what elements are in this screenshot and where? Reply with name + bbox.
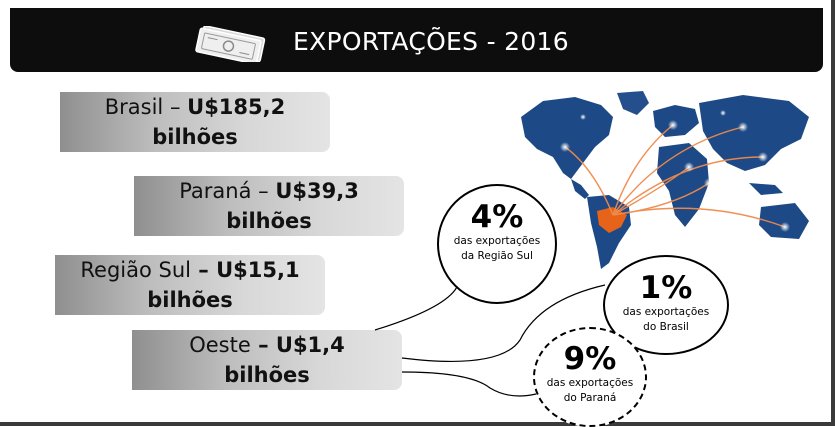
stat-unit: bilhões bbox=[147, 288, 233, 312]
stat-unit: bilhões bbox=[152, 125, 238, 149]
callout-line: das exportações bbox=[453, 235, 541, 247]
stat-region: Brasil bbox=[104, 95, 164, 119]
stat-separator: – bbox=[250, 333, 276, 357]
stat-separator: – bbox=[191, 258, 217, 282]
page-title: EXPORTAÇÕES - 2016 bbox=[293, 27, 569, 56]
callout-line: do Brasil bbox=[643, 321, 689, 333]
callout-percent: 9% bbox=[563, 341, 617, 377]
stat-region: Paraná bbox=[179, 179, 252, 203]
stat-parana: Paraná – U$39,3 bilhões bbox=[134, 176, 404, 236]
stat-unit: bilhões bbox=[226, 209, 312, 233]
callout-line: da Região Sul bbox=[461, 250, 533, 262]
stat-unit: bilhões bbox=[224, 363, 310, 387]
callout-parana: 9% das exportações do Paraná bbox=[533, 327, 647, 427]
callout-regiao-sul: 4% das exportações da Região Sul bbox=[437, 184, 557, 304]
stat-value: U$15,1 bbox=[216, 258, 300, 282]
stat-separator: – bbox=[251, 179, 276, 203]
stat-brasil: Brasil – U$185,2 bilhões bbox=[60, 92, 330, 152]
callout-percent: 1% bbox=[639, 270, 693, 306]
stat-region: Oeste bbox=[189, 333, 251, 357]
stat-regiao-sul: Região Sul – U$15,1 bilhões bbox=[55, 255, 325, 315]
world-map-image bbox=[521, 91, 809, 269]
stat-value: U$1,4 bbox=[275, 333, 345, 357]
stat-value: U$185,2 bbox=[187, 95, 286, 119]
stat-oeste: Oeste – U$1,4 bilhões bbox=[132, 330, 402, 390]
header-bar: EXPORTAÇÕES - 2016 bbox=[10, 8, 823, 72]
callout-percent: 4% bbox=[470, 199, 524, 235]
money-icon bbox=[195, 26, 266, 62]
stat-region: Região Sul bbox=[80, 258, 191, 282]
callout-line: das exportações bbox=[622, 306, 710, 318]
callout-line: das exportações bbox=[546, 377, 634, 389]
callout-line: do Paraná bbox=[563, 392, 617, 404]
stat-separator: – bbox=[163, 95, 188, 119]
stat-value: U$39,3 bbox=[275, 179, 359, 203]
